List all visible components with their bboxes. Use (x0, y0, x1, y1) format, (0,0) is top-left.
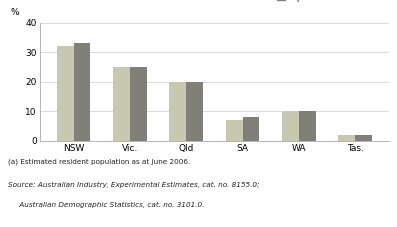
Legend: Retail trade - total income, Population: Retail trade - total income, Population (278, 0, 389, 2)
Bar (73, 43, 91, 141)
Bar (299, 111, 316, 141)
Text: (a) Estimated resident population as at June 2006.: (a) Estimated resident population as at … (8, 159, 190, 165)
Bar (57, 46, 73, 141)
Bar (243, 117, 260, 141)
Bar (338, 135, 355, 141)
Bar (355, 135, 372, 141)
Bar (113, 67, 130, 141)
Text: Australian Demographic Statistics, cat. no. 3101.0.: Australian Demographic Statistics, cat. … (8, 202, 204, 208)
Bar (169, 82, 186, 141)
Y-axis label: %: % (11, 8, 19, 17)
Bar (186, 82, 203, 141)
Bar (282, 111, 299, 141)
Text: Source: Australian Industry, Experimental Estimates, cat. no. 8155.0;: Source: Australian Industry, Experimenta… (8, 182, 260, 188)
Bar (130, 67, 147, 141)
Bar (225, 120, 243, 141)
